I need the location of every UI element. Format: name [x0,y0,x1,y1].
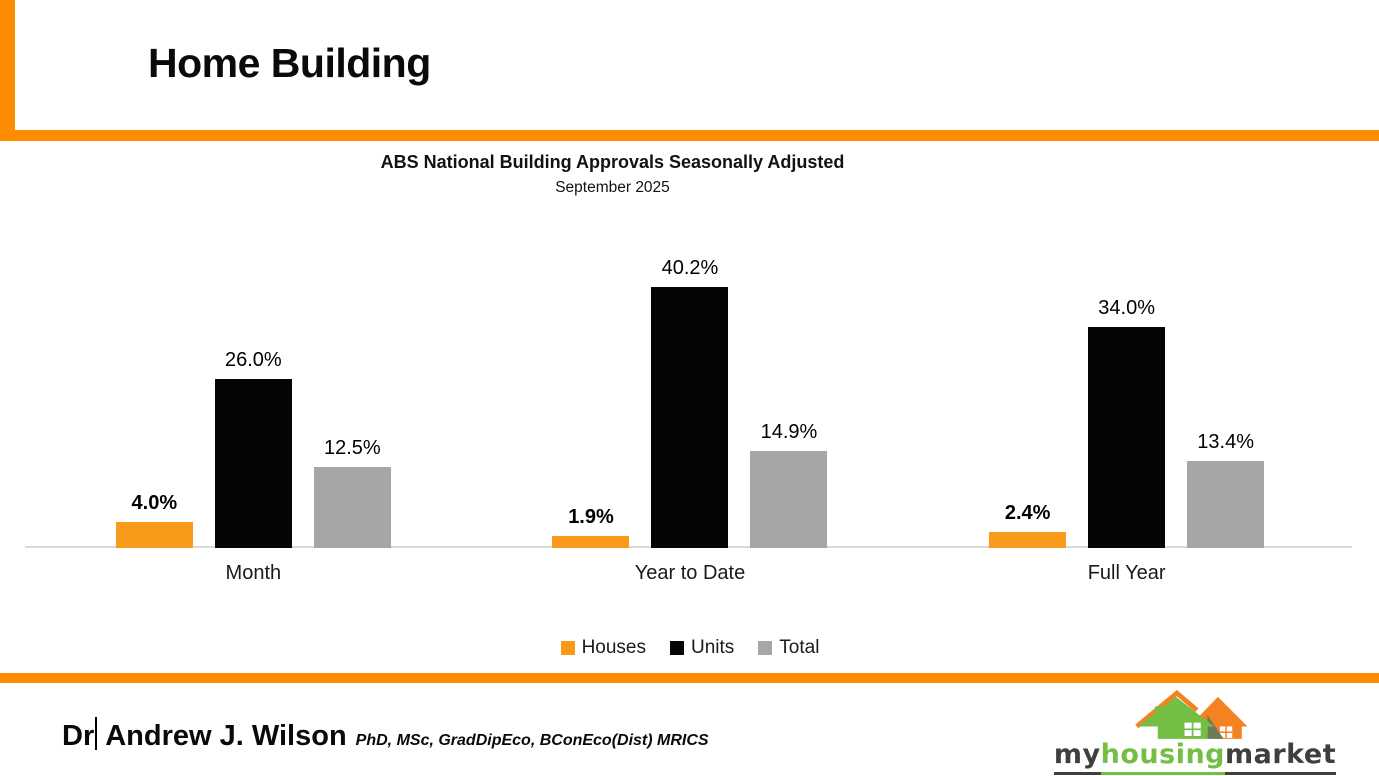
legend-label: Units [690,637,735,658]
bar-units-month [214,379,292,548]
legend-swatch-icon [560,641,575,655]
logo-word-market: market [1225,739,1337,775]
bar-houses-full-year [989,532,1067,548]
author-credentials: PhD, MSc, GradDipEco, BConEco(Dist) MRIC… [355,732,709,749]
category-label-full-year: Full Year [1087,562,1166,584]
footer-divider [0,673,1379,683]
bar-cell: 26.0% [214,349,292,548]
bar-value-label: 13.4% [1197,430,1254,453]
bar-units-full-year [1088,327,1166,548]
slide-title[interactable]: Home Building [148,40,431,86]
logo-word-housing: housing [1100,739,1225,775]
author-prefix: Dr [62,720,95,752]
bar-value-label: 1.9% [568,505,614,528]
left-accent-bar [0,0,15,141]
bar-cell: 12.5% [313,436,391,548]
bar-value-label: 26.0% [224,349,282,371]
text-cursor [95,717,98,750]
chart-title: ABS National Building Approvals Seasonal… [380,152,845,172]
bar-group-year-to-date: 1.9% 40.2% 14.9% [552,256,828,548]
bar-value-label: 4.0% [131,492,178,514]
bar-value-label: 40.2% [661,256,719,279]
bar-total-full-year [1187,460,1265,548]
bar-houses-month [115,522,193,548]
bar-value-label: 2.4% [1004,502,1051,525]
bar-cell: 34.0% [1088,297,1166,548]
logo-word-my: my [1053,739,1101,775]
bar-total-year-to-date [750,451,828,548]
category-label-month: Month [225,562,282,584]
bar-value-label: 14.9% [760,421,818,444]
bar-cell: 14.9% [750,421,828,548]
bar-group-month: 4.0% 26.0% 12.5% [115,349,391,548]
legend-label: Total [779,637,820,658]
header-divider [0,130,1379,141]
legend-item-total: Total [758,637,819,659]
bar-cell: 4.0% [115,492,193,548]
logo-wordmark: myhousingmarket [1053,739,1337,775]
legend-item-houses: Houses [560,637,646,659]
plot-area: 4.0% 26.0% 12.5% 1.9% 40.2% 14.9% 2.4% 34.0% 13.… [35,210,1345,548]
author-textbox[interactable]: Dr Andrew J. Wilson PhD, MSc, GradDipEco… [62,712,709,753]
bar-cell: 1.9% [552,505,630,548]
bar-houses-year-to-date [552,535,630,548]
bar-group-full-year: 2.4% 34.0% 13.4% [989,297,1265,548]
bar-cell: 2.4% [989,502,1067,548]
category-axis-labels: Month Year to Date Full Year [35,562,1345,585]
legend-item-units: Units [669,637,735,659]
chart[interactable]: ABS National Building Approvals Seasonal… [0,150,1379,665]
bar-units-year-to-date [651,286,729,548]
legend-swatch-icon [758,641,773,655]
bar-total-month [313,466,391,548]
chart-legend: Houses Units Total [35,637,1345,659]
houses-icon [1135,690,1248,739]
legend-label: Houses [581,637,646,658]
bar-value-label: 34.0% [1098,297,1155,319]
bar-cell: 13.4% [1187,430,1265,548]
chart-subtitle: September 2025 [555,179,670,196]
legend-swatch-icon [669,641,684,655]
category-label-year-to-date: Year to Date [634,562,746,584]
author-name: Andrew J. Wilson [105,720,347,752]
myhousingmarket-logo: myhousingmarket [1053,690,1337,775]
bar-cell: 40.2% [651,256,729,548]
bar-value-label: 12.5% [323,436,381,459]
